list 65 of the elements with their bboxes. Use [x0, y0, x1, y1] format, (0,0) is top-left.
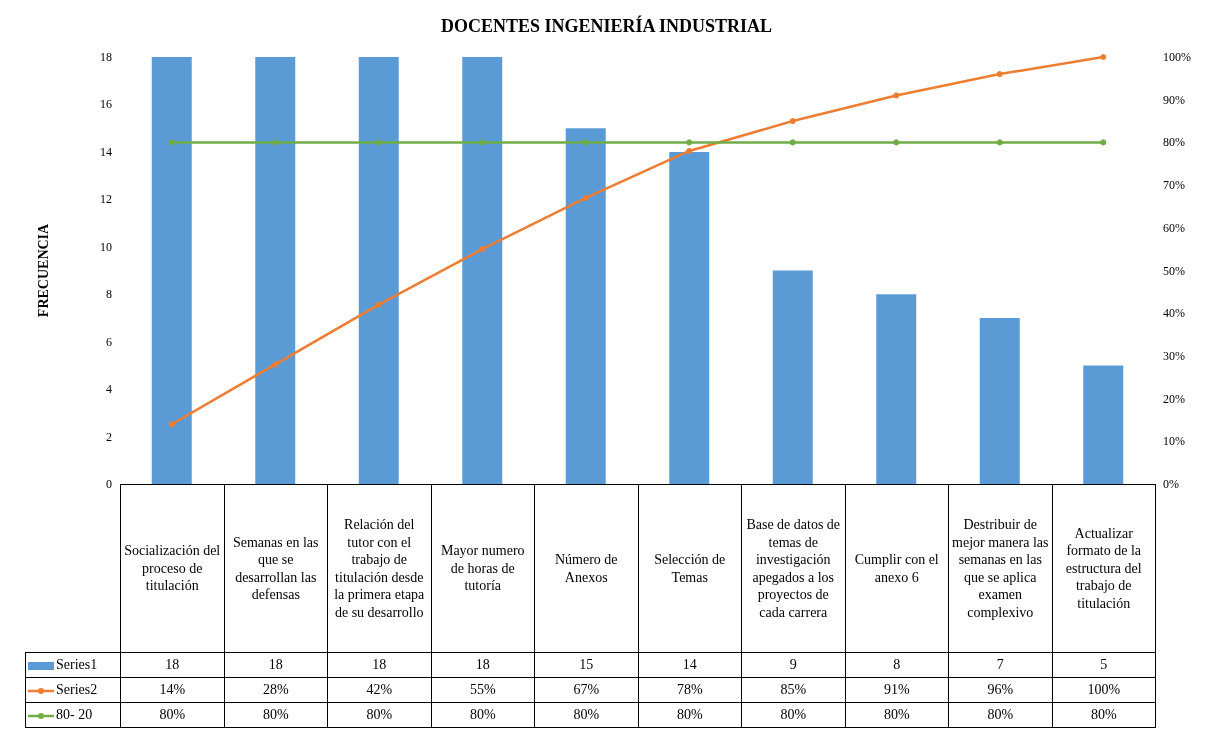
data-label: 9 — [741, 652, 845, 678]
x-tick-label: Socialización del proceso de titulación — [120, 484, 224, 653]
y-tick-label: 2 — [106, 429, 112, 444]
x-tick-label: Relación del tutor con el trabajo de titulación desde la primera etapa de su desarrollo — [327, 484, 431, 653]
data-label: 80% — [948, 702, 1052, 728]
x-tick-label: Destribuir de mejor manera las semanas en las que se aplica examen complexivo — [948, 484, 1052, 653]
data-label: 42% — [327, 677, 431, 703]
data-label: 80% — [534, 702, 638, 728]
x-tick-label: Semanas en las que se desarrollan las defensas — [224, 484, 328, 653]
y-tick-label: 6 — [106, 334, 112, 349]
y2-tick-label: 10% — [1163, 434, 1185, 449]
data-label: 18 — [431, 652, 535, 678]
y-tick-label: 18 — [100, 50, 112, 64]
y2-tick-label: 60% — [1163, 220, 1185, 235]
y-tick-label: 10 — [100, 239, 112, 254]
y-tick-label: 14 — [100, 144, 112, 159]
x-tick-label: Selección de Temas — [638, 484, 742, 653]
data-label: 80% — [327, 702, 431, 728]
data-label: 80% — [431, 702, 535, 728]
x-tick-label: Cumplir con el anexo 6 — [845, 484, 949, 653]
data-label: 67% — [534, 677, 638, 703]
legend-label: 80- 20 — [25, 702, 121, 728]
data-label: 80% — [120, 702, 224, 728]
data-label: 55% — [431, 677, 535, 703]
y2-tick-label: 30% — [1163, 348, 1185, 363]
y2-tick-label: 80% — [1163, 135, 1185, 150]
y-tick-label: 8 — [106, 287, 112, 302]
data-label: 91% — [845, 677, 949, 703]
x-tick-label: Mayor numero de horas de tutoría — [431, 484, 535, 653]
data-label: 78% — [638, 677, 742, 703]
data-label: 14% — [120, 677, 224, 703]
y2-tick-label: 20% — [1163, 391, 1185, 406]
data-label: 80% — [638, 702, 742, 728]
data-label: 85% — [741, 677, 845, 703]
y-tick-label: 4 — [106, 382, 112, 397]
y2-tick-label: 100% — [1163, 50, 1191, 64]
chart-title: DOCENTES INGENIERÍA INDUSTRIAL — [440, 15, 773, 36]
y2-tick-label: 90% — [1163, 92, 1185, 107]
y-tick-label: 16 — [100, 97, 112, 112]
y2-tick-label: 70% — [1163, 178, 1185, 193]
data-label: 80% — [1052, 702, 1156, 728]
legend-label: Series2 — [25, 677, 121, 703]
x-tick-label: Base de datos de temas de investigación apegados a los proyectos de cada carrera — [741, 484, 845, 653]
data-label: 8 — [845, 652, 949, 678]
legend-label: Series1 — [25, 652, 121, 678]
data-label: 100% — [1052, 677, 1156, 703]
data-label: 28% — [224, 677, 328, 703]
y-axis-title: FRECUENCIA — [35, 222, 51, 318]
y-tick-label: 0 — [106, 477, 112, 491]
data-label: 15 — [534, 652, 638, 678]
y2-tick-label: 40% — [1163, 306, 1185, 321]
data-label: 7 — [948, 652, 1052, 678]
data-label: 14 — [638, 652, 742, 678]
data-label: 80% — [741, 702, 845, 728]
data-label: 80% — [845, 702, 949, 728]
x-tick-label: Número de Anexos — [534, 484, 638, 653]
data-label: 80% — [224, 702, 328, 728]
x-tick-label: Actualizar formato de la estructura del trabajo de titulación — [1052, 484, 1156, 653]
data-label: 5 — [1052, 652, 1156, 678]
data-label: 96% — [948, 677, 1052, 703]
data-label: 18 — [224, 652, 328, 678]
y-tick-label: 12 — [100, 192, 112, 207]
data-label: 18 — [327, 652, 431, 678]
y2-tick-label: 0% — [1163, 477, 1179, 491]
y2-tick-label: 50% — [1163, 263, 1185, 278]
